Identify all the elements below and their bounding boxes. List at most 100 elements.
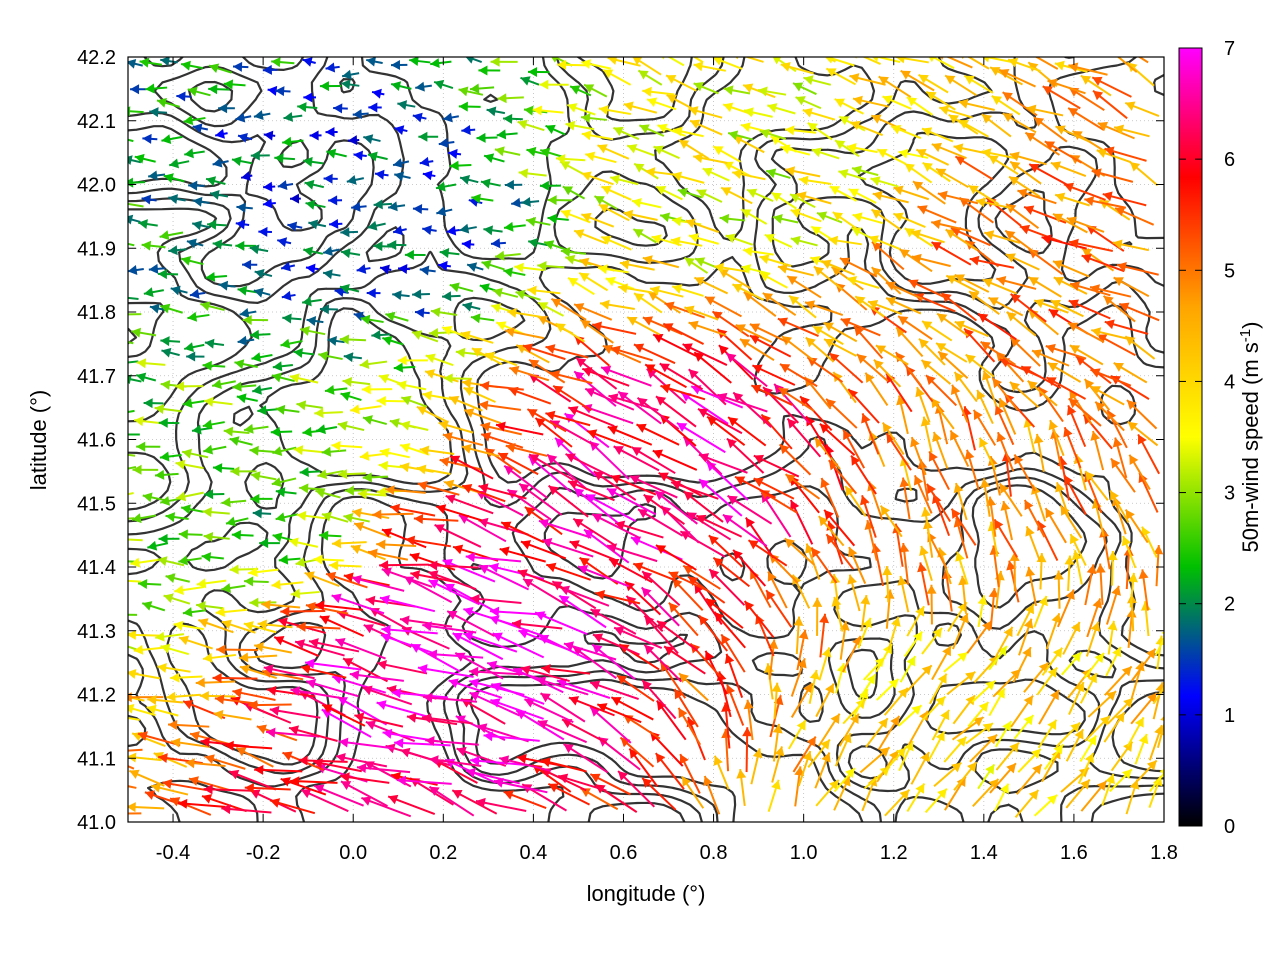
wind-vector-head [446,225,457,236]
wind-vector-head [160,336,170,347]
wind-vector-head [303,246,314,257]
wind-vector-head [156,98,167,108]
wind-vector-head [618,391,629,401]
wind-vector-head [160,57,170,67]
wind-vector-head [537,261,547,271]
wind-vector-head [249,244,260,255]
wind-vector-head [158,417,168,428]
wind-vector-head [376,395,386,406]
wind-vector-head [461,378,472,389]
wind-vector-head [655,545,667,555]
wind-vector-head [462,483,473,494]
wind-vector-head [1053,744,1063,755]
wind-vector-head [642,316,654,326]
wind-vector-head [784,538,795,549]
wind-vector-head [694,352,705,362]
wind-vector-head [323,269,333,280]
wind-vector-head [852,635,862,647]
wind-vector-head [354,521,365,532]
wind-vector-head [467,262,478,272]
wind-vector [381,628,438,635]
wind-vector-head [480,422,491,432]
wind-vector-head [1025,566,1036,577]
wind-vector-head [1065,589,1075,600]
wind-vector-head [1047,667,1058,678]
wind-vector-head [824,338,835,348]
wind-vector-head [911,229,922,240]
wind-vector-head [1028,277,1039,287]
wind-vector-head [377,659,387,670]
wind-vector-head [770,136,781,146]
wind-vector-head [215,128,225,139]
wind-vector-head [579,272,590,282]
wind-vector [1152,685,1164,705]
wind-vector-head [224,740,234,751]
wind-vector-head [1033,433,1044,444]
wind-vector-head [331,440,341,451]
wind-vector-head [1090,368,1101,378]
wind-vector-head [651,234,662,244]
wind-vector-head [304,179,315,190]
wind-vector-head [771,682,782,693]
wind-vector-head [161,347,172,358]
wind-vector-head [918,74,929,84]
wind-vector [556,679,611,699]
wind-vector-head [820,478,830,489]
x-tick-label: -0.2 [246,842,280,864]
wind-vector-head [461,125,471,135]
wind-vector-head [397,100,408,111]
wind-vector-head [463,607,474,617]
wind-vector-head [545,410,556,421]
wind-vector-head [381,528,393,538]
wind-vector-head [306,678,317,689]
wind-vector-head [652,449,664,459]
wind-vector-head [495,250,505,261]
wind-vector-head [741,209,752,219]
wind-vector-head [1030,748,1041,759]
wind-vector-head [308,219,319,230]
wind-vector-head [182,607,193,618]
wind-vector-head [732,169,743,180]
wind-vector-head [743,699,754,710]
wind-vector-head [1085,471,1095,482]
wind-vector-head [633,343,645,353]
wind-vector-head [1050,689,1059,701]
wind-vector-head [202,419,213,430]
wind-vector-head [920,752,930,763]
wind-vector-head [128,177,134,188]
wind-vector-head [584,529,595,539]
wind-vector-head [624,581,635,592]
wind-vector-head [865,372,875,383]
wind-vector-head [271,477,282,487]
wind-vector-head [562,186,574,196]
wind-vector-head [560,161,571,171]
wind-vector-head [272,361,283,372]
wind-vector-head [766,590,776,601]
wind-vector-head [967,762,977,773]
wind-vector [465,555,522,563]
wind-vector-head [170,737,181,748]
wind-vector-head [300,326,310,336]
wind-vector-head [919,545,929,556]
wind-vector-head [520,665,531,675]
wind-vector-head [280,606,290,617]
wind-vector-head [660,383,671,394]
wind-vector-head [632,57,643,66]
wind-vector-head [842,733,852,744]
wind-vector-head [323,173,333,184]
wind-vector-head [860,495,870,506]
wind-vector-head [686,512,697,522]
wind-vector-head [674,689,684,700]
wind-vector-head [455,347,466,358]
wind-vector-head [693,82,704,92]
wind-vector-head [587,429,598,439]
wind-vector-head [1033,117,1045,127]
wind-vector-head [221,497,231,508]
wind-vector-head [708,535,719,546]
wind-vector-head [714,611,725,623]
wind-vector-head [1097,334,1108,344]
wind-vector-head [911,705,922,715]
wind-vector-head [846,143,857,153]
wind-vector-head [787,418,798,429]
wind-vector-head [1090,284,1100,294]
